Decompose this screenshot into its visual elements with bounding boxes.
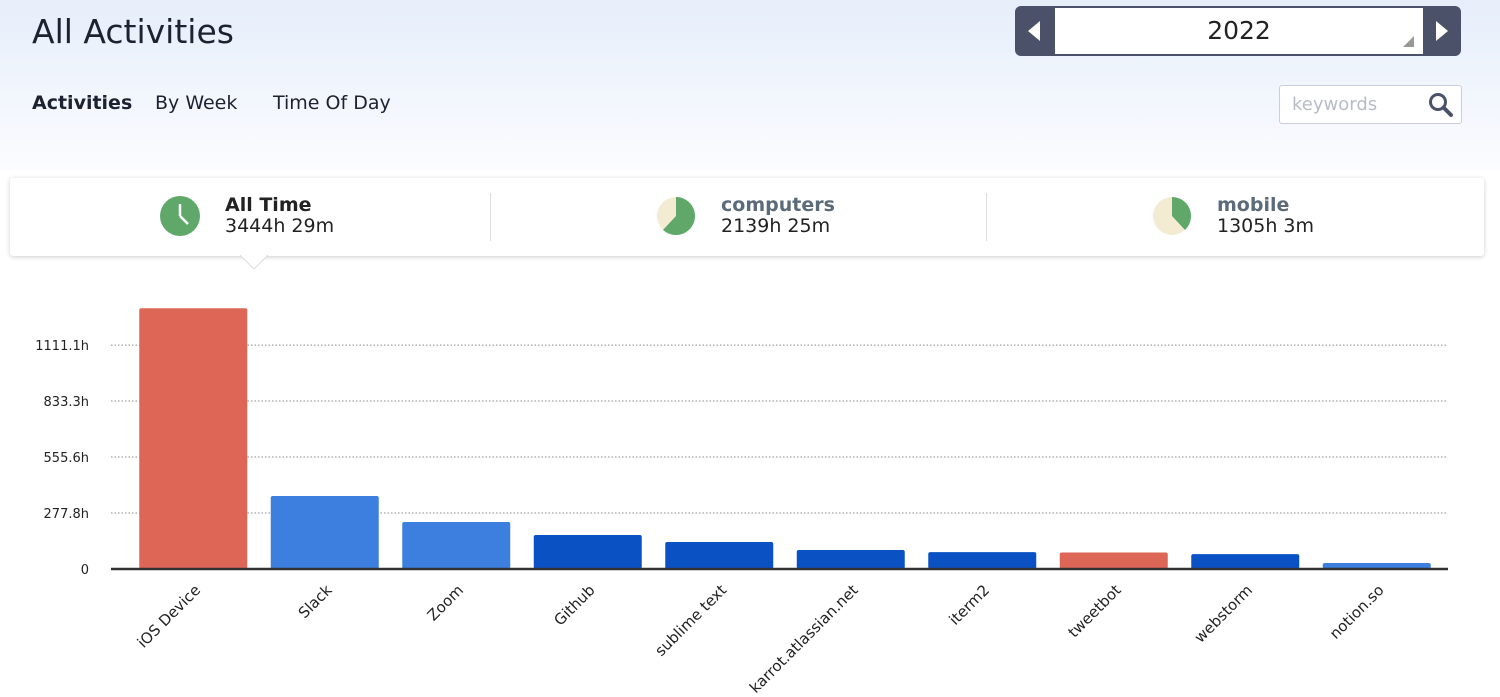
separator — [490, 193, 491, 241]
stat-value: 2139h 25m — [721, 215, 831, 237]
stat-name: All Time — [225, 194, 312, 216]
y-tick-label: 1111.1h — [35, 339, 89, 354]
bar — [665, 541, 774, 569]
x-tick-label: iterm2 — [945, 581, 993, 629]
stat-value: 1305h 3m — [1217, 215, 1315, 237]
bar — [1322, 562, 1431, 569]
tab[interactable]: Activities — [32, 92, 133, 114]
tab[interactable]: Time Of Day — [273, 92, 391, 114]
x-tick-label: tweetbot — [1064, 581, 1124, 641]
stat-name: computers — [721, 194, 835, 216]
stat: All Time 3444h 29m — [225, 195, 334, 237]
y-tick-label: 555.6h — [44, 451, 89, 466]
dropdown-arrow — [1403, 36, 1414, 47]
search-placeholder: keywords — [1292, 94, 1378, 115]
next-button[interactable] — [1421, 6, 1461, 56]
x-tick-label: iOS Device — [134, 581, 204, 651]
x-tick-label: Github — [550, 581, 598, 629]
stat: computers 2139h 25m — [721, 195, 835, 237]
bar — [1191, 554, 1300, 569]
y-tick-label: 833.3h — [44, 395, 89, 410]
bar — [139, 308, 248, 569]
tab[interactable]: By Week — [155, 92, 238, 114]
x-tick-label: Slack — [295, 581, 336, 622]
y-tick-label: 277.8h — [44, 507, 89, 522]
pie-icon — [1153, 197, 1192, 235]
y-tick-label: 0 — [81, 563, 89, 578]
year-value[interactable]: 2022 — [1055, 8, 1423, 54]
year-selector: 2022 — [1015, 6, 1461, 56]
stat: mobile 1305h 3m — [1217, 195, 1314, 237]
x-tick-label: Zoom — [424, 581, 467, 624]
bar — [270, 496, 379, 569]
separator — [986, 193, 987, 241]
stat-name: mobile — [1217, 194, 1290, 216]
bar — [402, 522, 511, 569]
stats-card: All Time 3444h 29m computers 2139h 25m mob… — [10, 178, 1484, 256]
search-icon[interactable] — [1428, 92, 1454, 118]
bar — [533, 534, 642, 569]
clock-icon — [160, 196, 200, 236]
x-tick-label: sublime text — [651, 581, 730, 660]
x-tick-label: notion.so — [1326, 581, 1388, 643]
x-tick-label: karrot.atlassian.net — [746, 581, 862, 697]
stat-value: 3444h 29m — [225, 215, 335, 237]
bar — [796, 550, 905, 569]
x-tick-label: webstorm — [1191, 581, 1256, 646]
pie-icon — [657, 197, 695, 235]
bar — [928, 552, 1037, 569]
search-box[interactable]: keywords — [1279, 85, 1462, 124]
prev-button[interactable] — [1015, 6, 1055, 56]
bar — [1059, 552, 1168, 569]
page-title: All Activities — [32, 12, 234, 51]
card-pointer — [240, 255, 269, 270]
